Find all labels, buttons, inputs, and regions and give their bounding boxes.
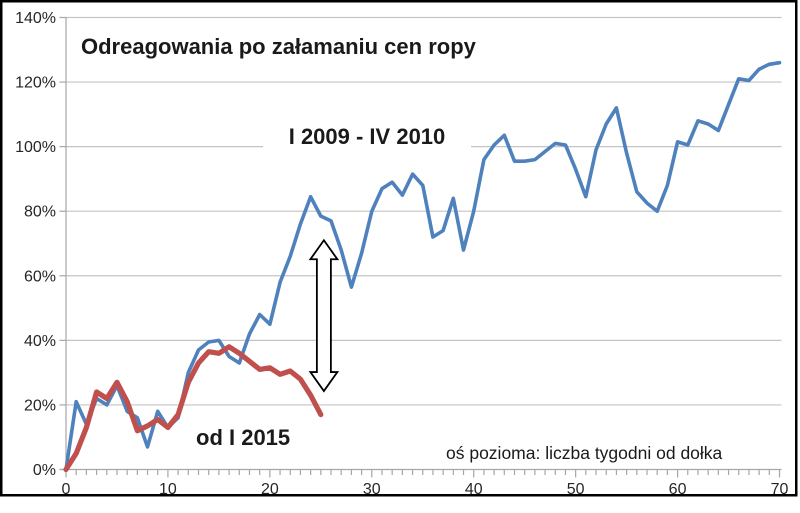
y-tick-label: 0% bbox=[33, 462, 56, 479]
x-axis-note: oś pozioma: liczba tygodni od dołka bbox=[446, 443, 723, 463]
y-tick-label: 120% bbox=[15, 75, 56, 92]
x-tick-label: 10 bbox=[159, 481, 177, 498]
line-chart-canvas: 0% 20% 40% 60% 80% 100% 120% 140% 0 10 20 30 40 50 60 7… bbox=[0, 0, 798, 498]
x-tick-label: 30 bbox=[363, 481, 381, 498]
x-tick-label: 20 bbox=[261, 481, 279, 498]
x-tick-label: 70 bbox=[771, 481, 789, 498]
series-label-2015: od I 2015 bbox=[196, 425, 291, 450]
y-tick-label: 140% bbox=[15, 10, 56, 27]
chart-title: Odreagowania po załamaniu cen ropy bbox=[81, 34, 476, 59]
y-tick-label: 100% bbox=[15, 139, 56, 156]
y-tick-label: 40% bbox=[24, 333, 56, 350]
y-tick-label: 60% bbox=[24, 268, 56, 285]
x-tick-label: 50 bbox=[567, 481, 585, 498]
x-tick-label: 60 bbox=[669, 481, 687, 498]
chart-frame-border bbox=[0, 0, 798, 497]
y-tick-label: 20% bbox=[24, 397, 56, 414]
series-label-2009-2010: I 2009 - IV 2010 bbox=[263, 123, 471, 152]
series-line-2015 bbox=[63, 344, 324, 473]
x-tick-label: 0 bbox=[62, 481, 71, 498]
range-double-arrow bbox=[308, 238, 340, 393]
y-tick-label: 80% bbox=[24, 204, 56, 221]
x-tick-label: 40 bbox=[465, 481, 483, 498]
